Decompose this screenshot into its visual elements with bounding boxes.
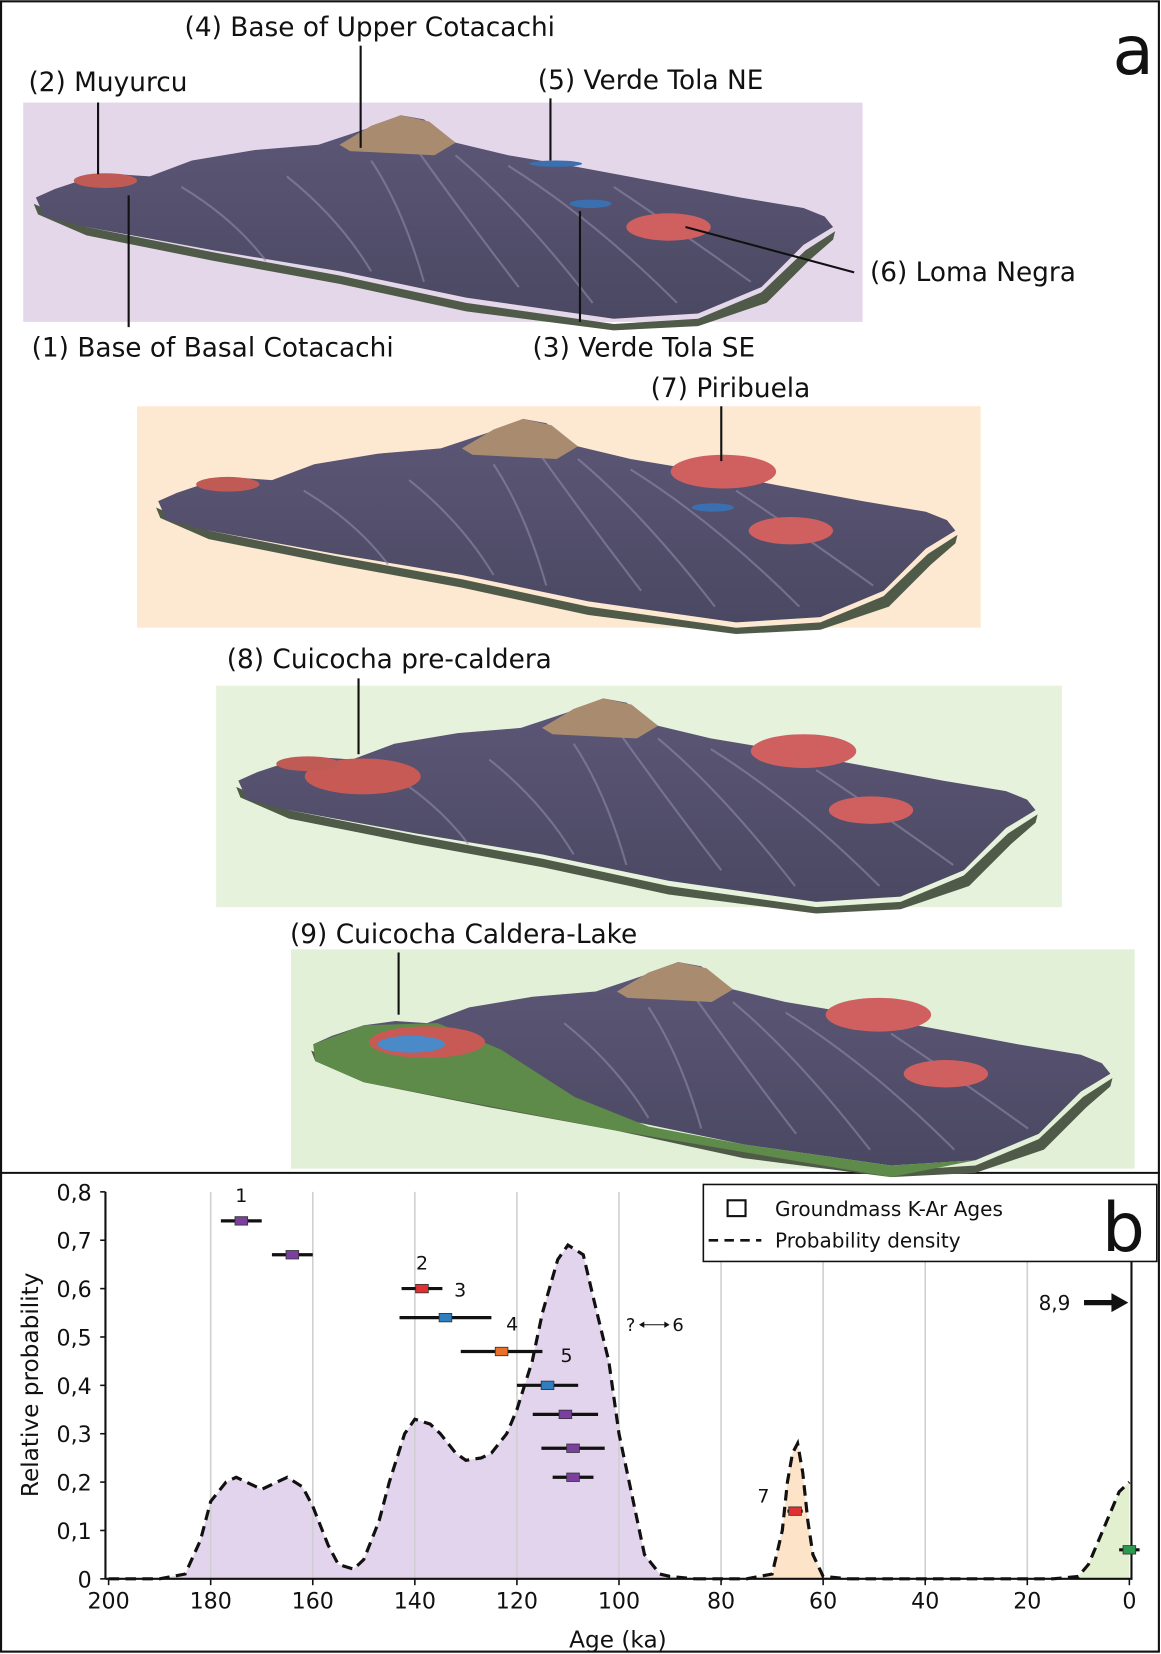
annotation: 8,9 [1039,1291,1071,1315]
legend-label: Groundmass K-Ar Ages [775,1197,1003,1221]
unit-label: (1) Base of Basal Cotacachi [32,334,394,364]
y-tick-label: 0,3 [57,1422,92,1448]
figure: (2) Muyurcu (4) Base of Upper Cotacachi … [0,0,1161,1654]
y-tick-label: 0 [78,1567,92,1593]
panel-a: (2) Muyurcu (4) Base of Upper Cotacachi … [23,11,1154,1177]
y-tick-label: 0,7 [57,1229,92,1255]
x-tick-label: 160 [292,1588,334,1614]
unit-label: (7) Piribuela [651,374,811,404]
age-point [567,1444,580,1452]
y-tick-label: 0,6 [57,1277,92,1303]
density-area [109,1245,696,1579]
annotation: 6 [672,1315,683,1336]
point-label: 5 [560,1345,572,1367]
unit-label: (9) Cuicocha Caldera-Lake [290,920,637,950]
point-label: 4 [506,1313,518,1335]
x-tick-label: 180 [190,1588,232,1614]
age-point [567,1473,580,1481]
x-tick-label: 20 [1013,1588,1041,1614]
x-tick-label: 100 [598,1588,640,1614]
y-tick-label: 0,2 [57,1471,92,1497]
density-line [696,1443,849,1578]
unit-label: (2) Muyurcu [28,68,187,98]
unit-label: (6) Loma Negra [870,258,1076,288]
annotation: ? [626,1315,636,1336]
x-tick-label: 80 [707,1588,735,1614]
unit-label: (8) Cuicocha pre-caldera [227,645,552,675]
y-tick-label: 0,1 [57,1519,92,1545]
age-point [439,1313,452,1321]
y-tick-label: 0,8 [57,1180,92,1206]
point-label: 2 [416,1253,428,1275]
x-tick-label: 40 [911,1588,939,1614]
legend-label: Probability density [775,1229,961,1253]
age-point [789,1507,802,1515]
point-label: 1 [235,1185,247,1207]
density-area [696,1443,849,1578]
x-tick-label: 60 [809,1588,837,1614]
y-tick-label: 0,5 [57,1325,92,1351]
unit-label: (4) Base of Upper Cotacachi [185,13,555,43]
x-tick-label: 200 [87,1588,129,1614]
unit-label: (3) Verde Tola SE [533,334,756,364]
arrow-head [1111,1293,1128,1312]
age-point [495,1347,508,1355]
unit-label: (5) Verde Tola NE [538,66,764,96]
y-axis-title: Relative probability [17,1272,44,1497]
age-point [541,1381,554,1389]
point-label: 3 [454,1280,466,1302]
x-tick-label: 120 [496,1588,538,1614]
panel-letter: a [1112,11,1153,90]
panel-letter: b [1102,1188,1145,1267]
age-point [235,1217,248,1225]
x-tick-label: 0 [1122,1588,1136,1614]
point-label: 7 [757,1486,769,1508]
x-axis-title: Age (ka) [569,1626,667,1653]
age-point [1123,1546,1136,1554]
y-tick-label: 0,4 [57,1374,92,1400]
age-point [416,1284,429,1292]
x-tick-label: 140 [394,1588,436,1614]
age-point [286,1251,299,1259]
age-point [559,1410,572,1418]
density-line [849,1482,1130,1579]
